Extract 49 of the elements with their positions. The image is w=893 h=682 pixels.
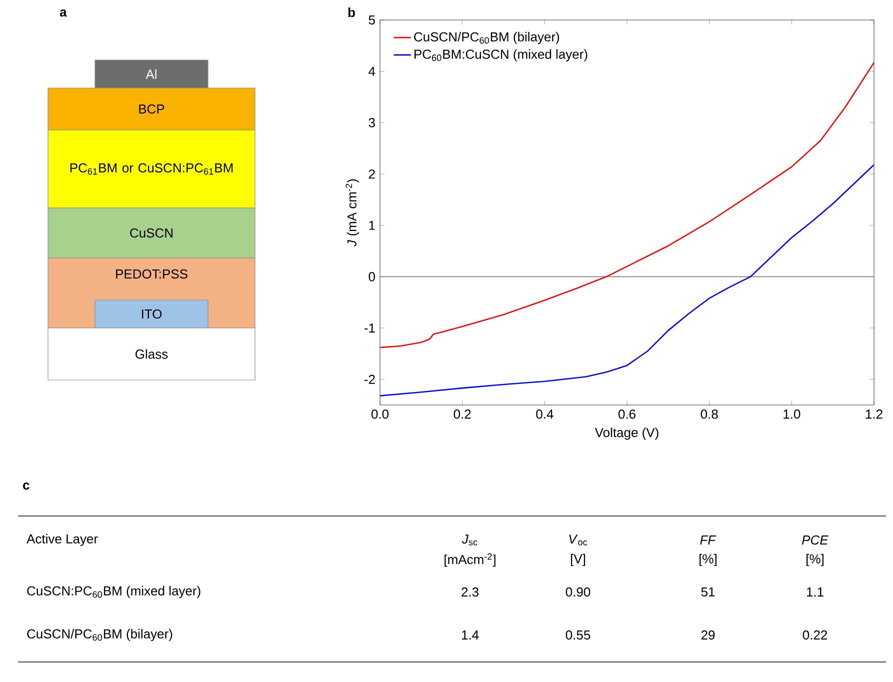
text: PEDOT:PSS <box>116 269 188 279</box>
text: 1.4 <box>462 630 479 640</box>
text: 0.22 <box>802 630 828 640</box>
text: FF <box>700 536 716 544</box>
text: 0.55 <box>566 630 590 640</box>
y-tick-label: 0 <box>368 272 375 282</box>
text: PCE <box>802 535 828 545</box>
y-tick-label: 3 <box>368 118 375 128</box>
y-axis-title: J (mA cm$^{-2}$) <box>346 179 360 246</box>
text: [mAcm$^{-2}$] <box>444 553 496 567</box>
text: V$_{oc}$ <box>569 534 588 546</box>
x-tick-label: 0.2 <box>454 410 471 419</box>
x-tick-label: 0.4 <box>536 410 554 419</box>
legend-label: PC$_{60}$BM:CuSCN (mixed layer) <box>414 49 588 62</box>
text: a <box>60 10 67 17</box>
y-tick-label: -1 <box>364 324 375 332</box>
y-tick-label: 5 <box>368 15 375 25</box>
x-tick-label: 0.0 <box>371 410 389 419</box>
text: c <box>23 482 30 490</box>
text: CuSCN/PC$_{60}$BM (bilayer) <box>27 628 172 642</box>
x-tick-label: 0.6 <box>618 410 636 419</box>
line-series <box>380 62 874 348</box>
text: BCP <box>139 104 164 114</box>
text: 2.3 <box>462 587 478 597</box>
chart-title: b <box>348 8 355 18</box>
text: CuSCN <box>130 228 172 238</box>
text: Active Layer <box>26 534 98 546</box>
y-tick-label: 1 <box>369 220 375 230</box>
x-tick-label: 1.0 <box>784 410 800 419</box>
text: 0.90 <box>566 587 590 597</box>
y-tick-label: 2 <box>368 169 375 179</box>
text: Glass <box>136 349 168 359</box>
x-tick-label: 1.2 <box>866 410 882 419</box>
text: [%] <box>806 554 824 566</box>
text: [V] <box>570 554 586 566</box>
text: CuSCN:PC$_{60}$BM (mixed layer) <box>27 586 200 598</box>
text: [%] <box>700 554 716 566</box>
x-axis-title: Voltage (V) <box>594 428 658 440</box>
legend-label: CuSCN/PC$_{60}$BM (bilayer) <box>414 32 560 44</box>
text: 1.1 <box>806 588 824 596</box>
x-tick-label: 0.8 <box>700 410 718 419</box>
text: 29 <box>701 630 715 640</box>
y-tick-label: 4 <box>368 66 376 76</box>
text: PC$_{61}$BM or CuSCN:PC$_{61}$BM <box>70 163 233 175</box>
text: ITO <box>142 309 162 319</box>
y-tick-label: -2 <box>364 374 375 384</box>
text: 51 <box>701 587 715 597</box>
text: J$_{sc}$ <box>462 534 478 546</box>
text: Al <box>146 69 156 79</box>
